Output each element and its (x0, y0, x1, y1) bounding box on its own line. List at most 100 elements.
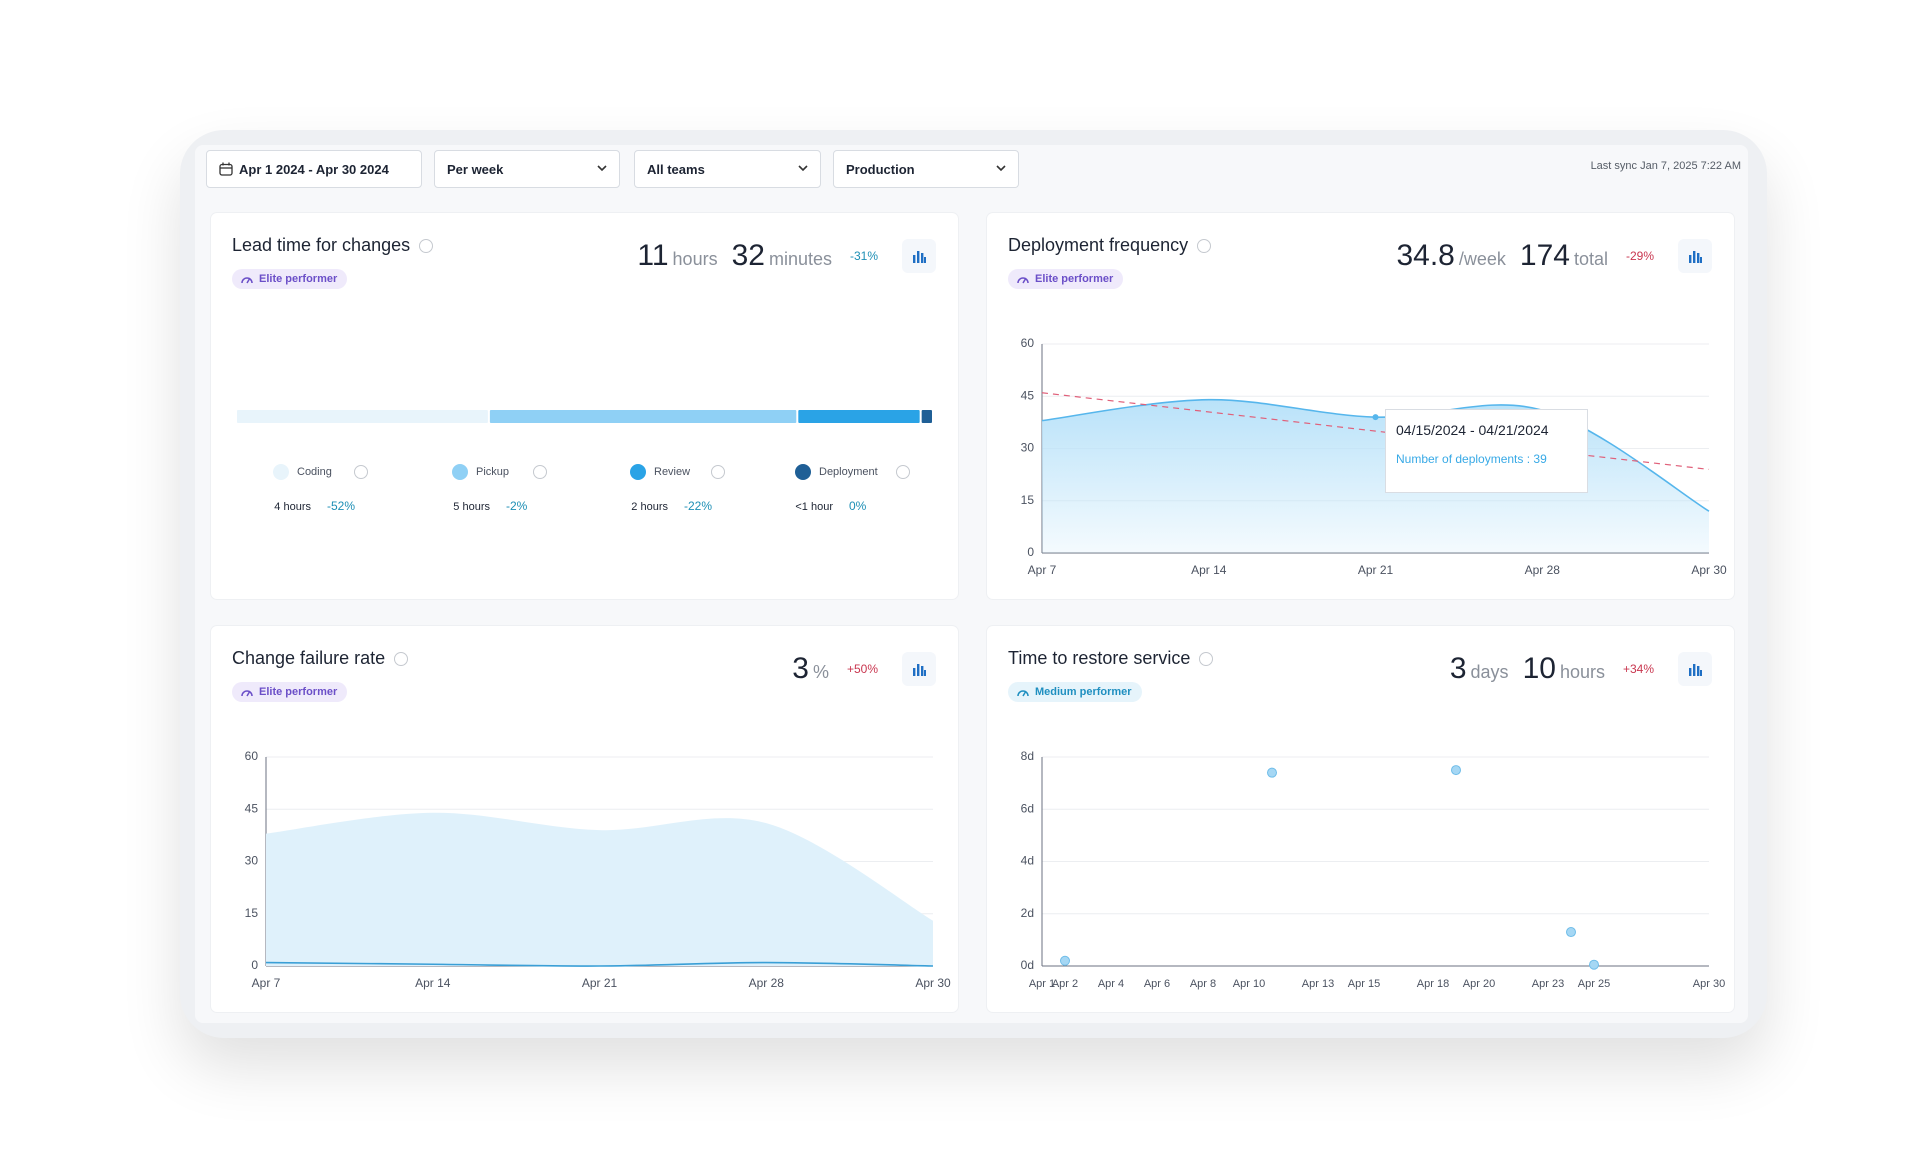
segment-change: -2% (506, 499, 528, 513)
panel-title-row: Time to restore service (1008, 648, 1214, 669)
y-tick-label: 0 (1027, 545, 1034, 559)
x-tick-label: Apr 25 (1578, 978, 1610, 990)
bar-segment (489, 410, 797, 423)
icon-bar (1693, 251, 1696, 263)
segment-change: 0% (849, 499, 867, 513)
chart-button[interactable] (902, 239, 936, 273)
y-tick-label: 15 (1021, 493, 1035, 507)
stat-unit: minutes (768, 249, 832, 269)
chart-button[interactable] (902, 652, 936, 686)
gauge-path (1017, 277, 1029, 284)
tooltip-title: 04/15/2024 - 04/21/2024 (1396, 422, 1549, 438)
bar-segment (237, 410, 488, 423)
chart-icon (1689, 251, 1702, 263)
x-tick-label: Apr 20 (1463, 978, 1495, 990)
gauge-icon (1017, 277, 1029, 284)
x-tick-label: Apr 8 (1190, 978, 1216, 990)
chart-button[interactable] (1678, 652, 1712, 686)
stat-value: 34.8 (1396, 239, 1455, 272)
x-tick-label: Apr 1 (1029, 978, 1055, 990)
filter-label: Per week (447, 161, 504, 177)
stat-unit: % (812, 662, 829, 682)
point (1566, 927, 1576, 938)
icon-bar (913, 255, 916, 263)
x-tick-label: Apr 18 (1417, 978, 1449, 990)
y-tick-label: 6d (1021, 801, 1034, 815)
legend-label: Coding (297, 466, 332, 478)
x-tick-label: Apr 10 (1233, 978, 1265, 990)
x-tick-label: Apr 28 (1525, 563, 1561, 577)
date-picker[interactable]: Apr 1 2024 - Apr 30 2024 (206, 150, 422, 188)
panel-title: Time to restore service (1008, 648, 1191, 668)
stat-unit: days (1470, 662, 1509, 682)
stat-value: 3 (1449, 652, 1467, 685)
filter-dropdown[interactable]: All teams (634, 150, 821, 188)
y-tick-label: 30 (1021, 441, 1035, 455)
y-tick-label: 30 (245, 854, 259, 868)
panel-title: Lead time for changes (232, 235, 411, 255)
chart-button[interactable] (1678, 239, 1712, 273)
info-icon (354, 465, 368, 479)
stat: 10 hours (1523, 652, 1605, 686)
info-circle (1197, 238, 1212, 253)
tooltip-text: Number of deployments : 39 (1396, 452, 1547, 466)
gauge-path (241, 690, 253, 697)
segment-time: 5 hours (453, 501, 490, 513)
badge: Elite performer (232, 269, 348, 289)
panel-title: Deployment frequency (1008, 235, 1189, 255)
info-icon (533, 465, 547, 479)
date-range: Apr 1 2024 - Apr 30 2024 (239, 161, 389, 177)
stat: 11 hours (637, 239, 717, 273)
change: +50% (846, 662, 878, 676)
last-sync: Last sync Jan 7, 2025 7:22 AM (1590, 160, 1741, 172)
panel-title-row: Deployment frequency (1008, 235, 1212, 256)
y-tick-label: 45 (1021, 388, 1035, 402)
stat: 32 minutes (732, 239, 832, 273)
chart-icon (913, 251, 926, 263)
y-tick-label: 60 (245, 749, 259, 763)
bar-segment (798, 410, 920, 423)
filter-dropdown[interactable]: Per week (434, 150, 620, 188)
icon-bar (917, 664, 920, 676)
info-icon (1199, 651, 1214, 666)
stats: 3% +50% (792, 652, 936, 686)
bar-segment (921, 410, 932, 423)
trend-line (1041, 392, 1710, 470)
panel-title-row: Change failure rate (232, 648, 409, 669)
chevron-path (996, 165, 1006, 172)
stat-value: 11 (637, 239, 669, 272)
x-tick-label: Apr 14 (1191, 563, 1227, 577)
badge: Medium performer (1008, 682, 1142, 702)
icon-bar (917, 251, 920, 263)
filter-label: Production (846, 161, 915, 177)
x-tick-label: Apr 28 (749, 976, 785, 990)
y-tick-label: 4d (1021, 854, 1034, 868)
legend-dot (452, 464, 468, 480)
stat-unit: total (1573, 249, 1608, 269)
legend-dot (273, 464, 289, 480)
stats: 3 days 10 hours +34% (1450, 652, 1712, 686)
icon-bar (1700, 257, 1702, 263)
icon-bar (921, 666, 924, 676)
x-tick-label: Apr 13 (1302, 978, 1334, 990)
stat-value: 10 (1522, 652, 1556, 685)
stats: 11 hours 32 minutes -31% (637, 239, 936, 273)
chevron-path (597, 165, 607, 172)
y-tick-label: 2d (1021, 906, 1034, 920)
y-tick-label: 45 (245, 801, 259, 815)
point (1589, 959, 1599, 970)
stat-unit: /week (1458, 249, 1506, 269)
stat-unit: hours (672, 249, 718, 269)
filter-dropdown[interactable]: Production (833, 150, 1019, 188)
segment-time: 4 hours (274, 501, 311, 513)
chart: 0 15 30 45 60 Apr 7 Apr 14 Apr 21 Apr 28 Apr 30 (245, 749, 951, 990)
badge-label: Elite performer (1035, 273, 1114, 285)
badge-label: Elite performer (259, 273, 338, 285)
y-tick-label: 15 (245, 906, 259, 920)
x-tick-label: Apr 21 (1358, 563, 1394, 577)
icon-bar (913, 668, 916, 676)
legend-dot (795, 464, 811, 480)
change: +34% (1622, 662, 1654, 676)
